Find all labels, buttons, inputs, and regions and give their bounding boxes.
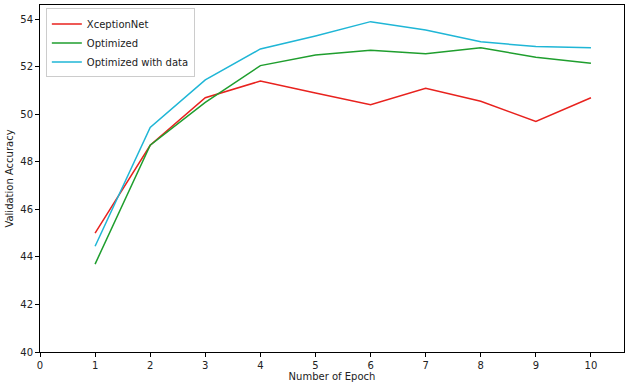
svg-text:4: 4 <box>257 360 263 371</box>
svg-text:9: 9 <box>533 360 539 371</box>
svg-text:Number of Epoch: Number of Epoch <box>289 371 376 382</box>
svg-text:3: 3 <box>202 360 208 371</box>
svg-text:5: 5 <box>312 360 318 371</box>
svg-text:44: 44 <box>20 251 33 262</box>
svg-text:46: 46 <box>20 204 33 215</box>
svg-text:54: 54 <box>20 14 33 25</box>
svg-text:10: 10 <box>585 360 598 371</box>
svg-text:XceptionNet: XceptionNet <box>87 19 149 30</box>
svg-text:Optimized: Optimized <box>87 38 138 49</box>
svg-text:40: 40 <box>20 347 33 358</box>
svg-text:2: 2 <box>147 360 153 371</box>
svg-text:8: 8 <box>478 360 484 371</box>
svg-text:1: 1 <box>92 360 98 371</box>
svg-text:Validation Accuracy: Validation Accuracy <box>4 129 15 227</box>
svg-text:52: 52 <box>20 61 33 72</box>
svg-text:7: 7 <box>422 360 428 371</box>
svg-text:50: 50 <box>20 109 33 120</box>
svg-text:6: 6 <box>367 360 373 371</box>
svg-text:48: 48 <box>20 156 33 167</box>
svg-text:0: 0 <box>37 360 43 371</box>
svg-text:42: 42 <box>20 299 33 310</box>
svg-text:Optimized with data: Optimized with data <box>87 57 188 68</box>
